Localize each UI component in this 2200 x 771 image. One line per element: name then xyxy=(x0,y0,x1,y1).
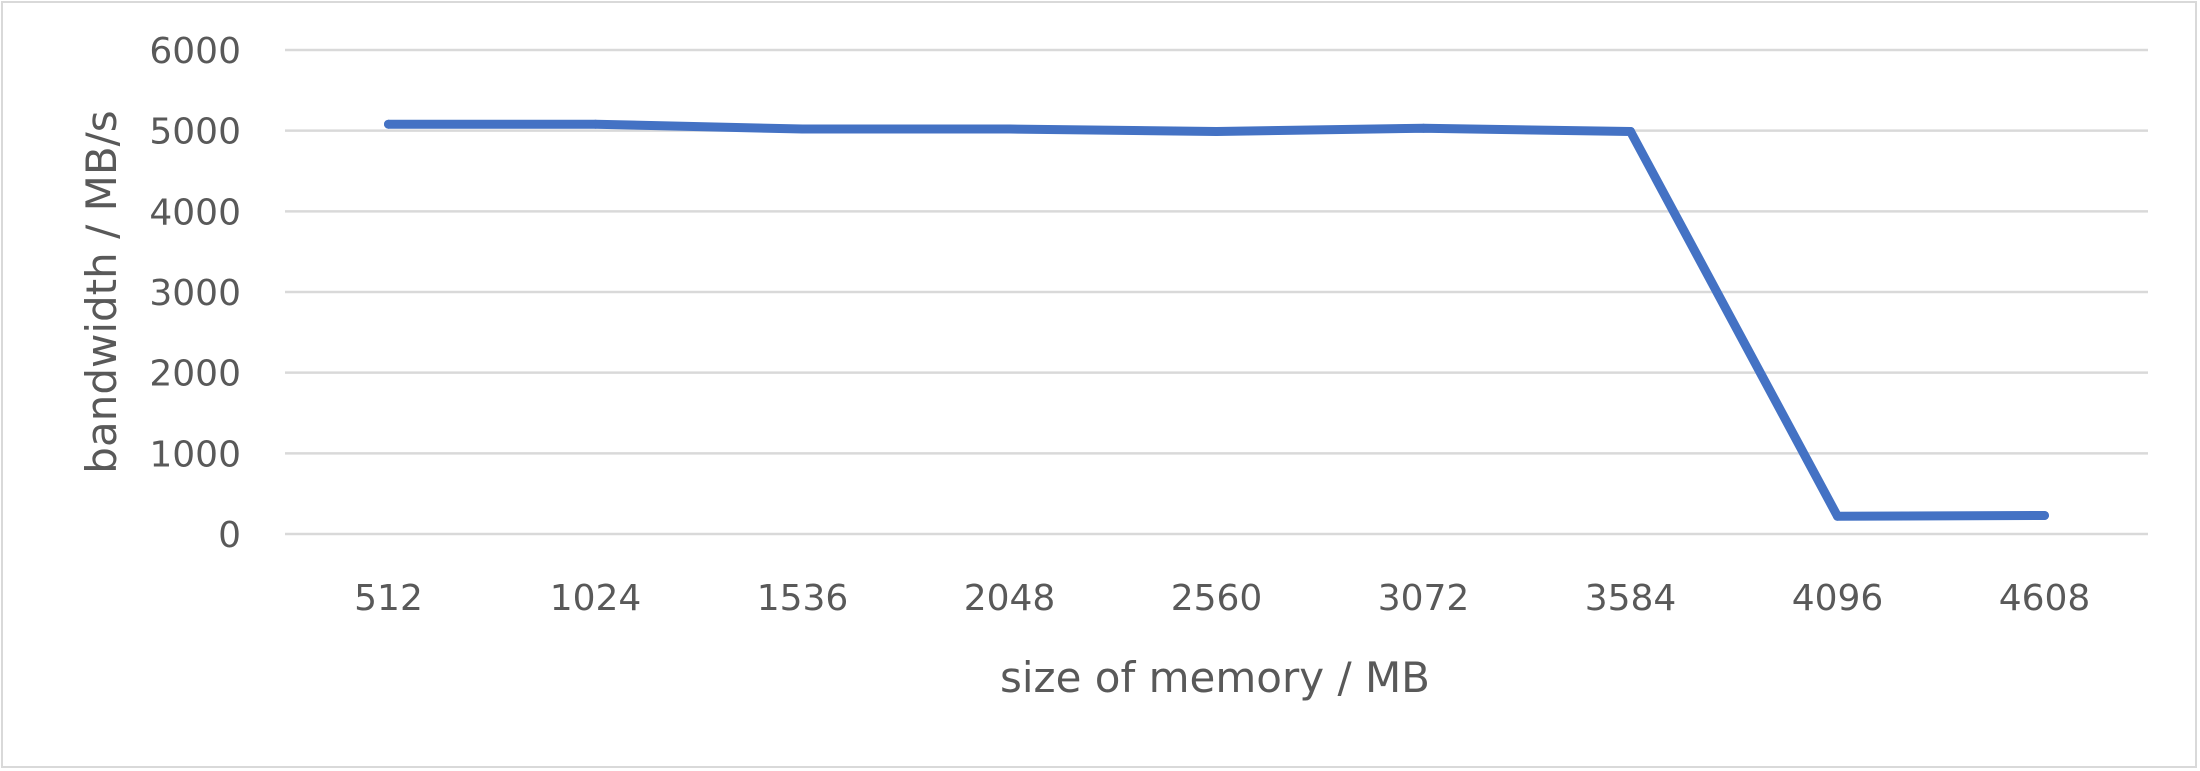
y-axis-tick-labels: 0 1000 2000 3000 4000 5000 6000 xyxy=(149,31,241,556)
x-tick-label: 1024 xyxy=(550,578,642,619)
data-point xyxy=(384,119,393,129)
y-tick-label: 2000 xyxy=(149,354,241,395)
data-point xyxy=(1626,126,1635,136)
y-tick-label: 4000 xyxy=(149,192,241,233)
x-tick-label: 1536 xyxy=(757,578,849,619)
series-line xyxy=(384,119,2049,521)
x-tick-label: 3072 xyxy=(1378,578,1470,619)
y-tick-label: 1000 xyxy=(149,434,241,475)
data-point xyxy=(1833,511,1842,521)
x-tick-label: 512 xyxy=(354,578,423,619)
y-tick-label: 3000 xyxy=(149,273,241,314)
x-axis-title: size of memory / MB xyxy=(1000,653,1430,702)
x-tick-label: 4608 xyxy=(1999,578,2091,619)
y-axis-title: bandwidth / MB/s xyxy=(77,110,126,473)
y-tick-label: 6000 xyxy=(149,31,241,72)
data-point xyxy=(2040,510,2049,520)
data-point xyxy=(798,124,807,134)
x-tick-label: 3584 xyxy=(1585,578,1677,619)
x-tick-label: 2560 xyxy=(1171,578,1263,619)
y-tick-label: 5000 xyxy=(149,112,241,153)
series-group xyxy=(384,119,2049,521)
x-tick-label: 4096 xyxy=(1792,578,1884,619)
data-point xyxy=(1005,124,1014,134)
data-point xyxy=(1419,123,1428,133)
x-axis-tick-labels: 512 1024 1536 2048 2560 3072 3584 4096 4608 xyxy=(354,578,2090,619)
data-point xyxy=(1212,126,1221,136)
data-point xyxy=(591,119,600,129)
x-tick-label: 2048 xyxy=(964,578,1056,619)
y-tick-label: 0 xyxy=(218,515,241,556)
